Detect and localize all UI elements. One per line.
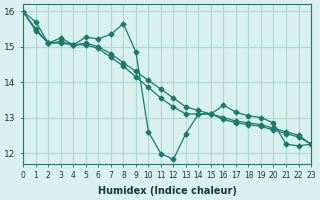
X-axis label: Humidex (Indice chaleur): Humidex (Indice chaleur) [98, 186, 236, 196]
